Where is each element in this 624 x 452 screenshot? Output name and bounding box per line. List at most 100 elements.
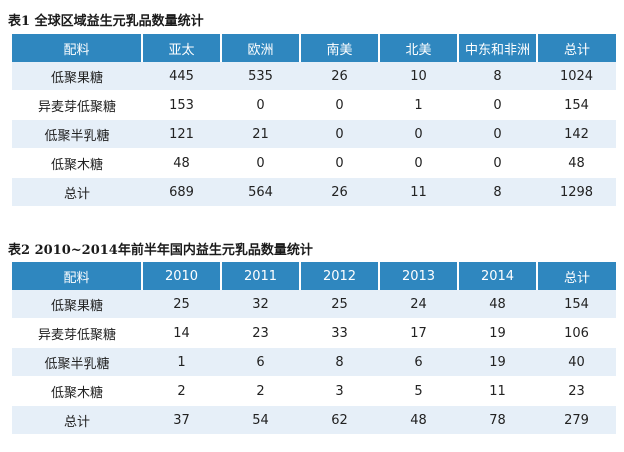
table2-header-cell: 2012 (300, 262, 380, 290)
table-cell: 1 (379, 90, 458, 120)
table2-header-cell: 2013 (379, 262, 459, 290)
table-row: 低聚半乳糖 1 6 8 6 19 40 (12, 347, 616, 377)
table-cell: 535 (221, 62, 300, 91)
table2-header-cell: 配料 (12, 262, 143, 290)
table-cell: 62 (300, 405, 379, 435)
table-cell: 32 (221, 290, 300, 319)
table1-header-cell: 南美 (300, 34, 380, 62)
table2-caption: 表2 2010~2014年前半年国内益生元乳品数量统计 (8, 243, 313, 258)
table2-header-cell: 2010 (142, 262, 222, 290)
table-row: 异麦芽低聚糖 153 0 0 1 0 154 (12, 90, 616, 120)
table-cell: 0 (458, 148, 537, 178)
table-cell: 48 (142, 148, 221, 178)
table-cell: 0 (300, 90, 379, 120)
table-cell: 10 (379, 62, 458, 91)
table-cell: 0 (458, 119, 537, 149)
table-cell: 142 (537, 119, 616, 149)
table-cell: 异麦芽低聚糖 (12, 318, 142, 348)
table2-yearly-stats: 配料 2010 2011 2012 2013 2014 总计 低聚果糖 25 3… (12, 262, 616, 435)
table-cell: 564 (221, 177, 300, 207)
table-cell: 14 (142, 318, 221, 348)
table-cell: 37 (142, 405, 221, 435)
table-cell: 154 (537, 90, 616, 120)
table-cell: 78 (458, 405, 537, 435)
table-cell: 低聚果糖 (12, 62, 142, 91)
table-cell: 低聚果糖 (12, 290, 142, 319)
table-cell: 154 (537, 290, 616, 319)
table2-header-row: 配料 2010 2011 2012 2013 2014 总计 (12, 262, 616, 290)
table-cell: 40 (537, 347, 616, 377)
table-cell: 48 (379, 405, 458, 435)
table-cell: 0 (221, 148, 300, 178)
table-cell: 48 (458, 290, 537, 319)
table-row: 低聚果糖 25 32 25 24 48 154 (12, 290, 616, 319)
table-cell: 3 (300, 376, 379, 406)
table-row: 低聚半乳糖 121 21 0 0 0 142 (12, 119, 616, 149)
table-cell: 48 (537, 148, 616, 178)
table-row: 低聚木糖 48 0 0 0 0 48 (12, 148, 616, 178)
table-cell: 26 (300, 177, 379, 207)
table-cell: 33 (300, 318, 379, 348)
table1-header-cell: 欧洲 (221, 34, 301, 62)
table1-header-cell: 亚太 (142, 34, 222, 62)
table-cell: 11 (379, 177, 458, 207)
table-cell: 异麦芽低聚糖 (12, 90, 142, 120)
table1-header-row: 配料 亚太 欧洲 南美 北美 中东和非洲 总计 (12, 34, 616, 62)
table-cell: 24 (379, 290, 458, 319)
table-row: 低聚果糖 445 535 26 10 8 1024 (12, 62, 616, 91)
table-cell: 0 (300, 148, 379, 178)
table-cell: 153 (142, 90, 221, 120)
table-cell: 54 (221, 405, 300, 435)
table2-header-cell: 总计 (537, 262, 616, 290)
table-cell: 2 (221, 376, 300, 406)
table-cell: 279 (537, 405, 616, 435)
table-cell: 0 (379, 148, 458, 178)
table-cell: 低聚木糖 (12, 148, 142, 178)
table2-header-cell: 2011 (221, 262, 301, 290)
table-cell: 总计 (12, 177, 142, 207)
table-cell: 445 (142, 62, 221, 91)
table-cell: 5 (379, 376, 458, 406)
table-cell: 0 (458, 90, 537, 120)
table-cell: 11 (458, 376, 537, 406)
table-row: 异麦芽低聚糖 14 23 33 17 19 106 (12, 318, 616, 348)
table-cell: 25 (142, 290, 221, 319)
table-cell: 8 (300, 347, 379, 377)
table-cell: 1024 (537, 62, 616, 91)
table-cell: 25 (300, 290, 379, 319)
table-cell: 21 (221, 119, 300, 149)
table-cell: 19 (458, 318, 537, 348)
table-cell: 1298 (537, 177, 616, 207)
table1-total-row: 总计 689 564 26 11 8 1298 (12, 177, 616, 207)
table-cell: 6 (379, 347, 458, 377)
table1-header-cell: 配料 (12, 34, 143, 62)
table-cell: 低聚木糖 (12, 376, 142, 406)
table-cell: 总计 (12, 405, 142, 435)
table-cell: 低聚半乳糖 (12, 347, 142, 377)
table1-header-cell: 北美 (379, 34, 459, 62)
table-cell: 1 (142, 347, 221, 377)
table-cell: 26 (300, 62, 379, 91)
table-cell: 121 (142, 119, 221, 149)
table-cell: 低聚半乳糖 (12, 119, 142, 149)
table-cell: 23 (221, 318, 300, 348)
table-cell: 106 (537, 318, 616, 348)
table-cell: 2 (142, 376, 221, 406)
table2-header-cell: 2014 (458, 262, 538, 290)
table1-header-cell: 中东和非洲 (458, 34, 538, 62)
table-cell: 689 (142, 177, 221, 207)
table-row: 低聚木糖 2 2 3 5 11 23 (12, 376, 616, 406)
table-cell: 19 (458, 347, 537, 377)
table1-regional-stats: 配料 亚太 欧洲 南美 北美 中东和非洲 总计 低聚果糖 445 535 26 … (12, 34, 616, 207)
table1-caption: 表1 全球区域益生元乳品数量统计 (8, 14, 204, 29)
table1-header-cell: 总计 (537, 34, 616, 62)
table2-total-row: 总计 37 54 62 48 78 279 (12, 405, 616, 435)
table-cell: 8 (458, 62, 537, 91)
table-cell: 6 (221, 347, 300, 377)
table-cell: 0 (300, 119, 379, 149)
table-cell: 8 (458, 177, 537, 207)
table-cell: 23 (537, 376, 616, 406)
table-cell: 0 (221, 90, 300, 120)
table-cell: 0 (379, 119, 458, 149)
table-cell: 17 (379, 318, 458, 348)
